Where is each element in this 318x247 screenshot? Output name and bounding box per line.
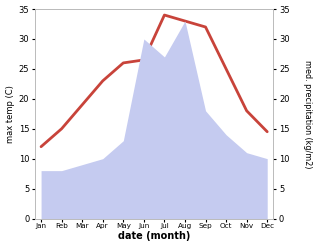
X-axis label: date (month): date (month) bbox=[118, 231, 190, 242]
Y-axis label: max temp (C): max temp (C) bbox=[5, 85, 15, 143]
Y-axis label: med. precipitation (kg/m2): med. precipitation (kg/m2) bbox=[303, 60, 313, 168]
